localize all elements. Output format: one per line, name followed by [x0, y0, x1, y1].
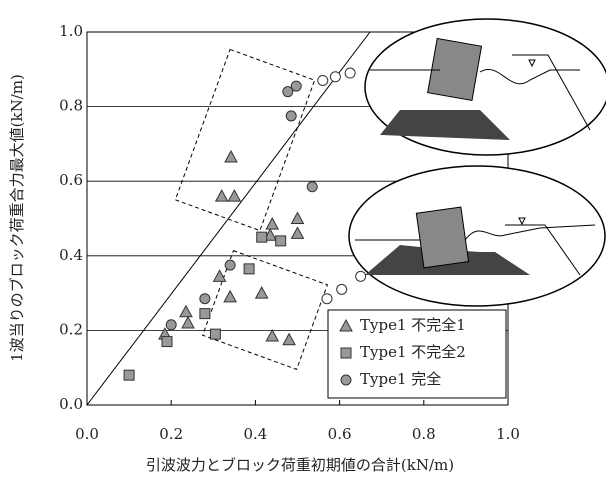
legend — [327, 309, 507, 399]
x-tick-label: 0.4 — [243, 425, 267, 443]
triangle-marker — [265, 217, 280, 230]
circle-marker — [317, 74, 329, 86]
legend-label: Type1 不完全1 — [360, 316, 466, 334]
y-tick-label: 1.0 — [59, 22, 83, 40]
reference-line — [86, 31, 371, 406]
circle-marker — [321, 293, 333, 305]
inset-upper — [364, 18, 606, 156]
dashed-box — [174, 48, 316, 232]
y-tick-label: 0.2 — [59, 320, 83, 338]
triangle-marker — [223, 289, 237, 303]
circle-marker — [199, 293, 211, 305]
circle-marker — [224, 259, 236, 271]
square-marker — [161, 336, 173, 348]
legend-label: Type1 不完全2 — [360, 343, 466, 361]
y-tick-label: 0.4 — [59, 246, 83, 264]
triangle-marker — [254, 286, 269, 299]
x-tick-label: 0.8 — [412, 425, 436, 443]
circle-marker — [306, 181, 318, 193]
y-tick-label: 0.8 — [59, 97, 83, 115]
y-axis-label: 1波当りのブロック荷重合力最大値(kN/m) — [8, 74, 26, 362]
triangle-marker — [212, 269, 227, 282]
triangle-marker — [265, 328, 280, 342]
inset-lower — [348, 165, 606, 307]
x-axis-label: 引波波力とブロック荷重初期値の合計(kN/m) — [146, 456, 454, 474]
triangle-marker — [179, 304, 193, 318]
circle-marker — [165, 319, 177, 331]
x-tick-label: 1.0 — [496, 425, 520, 443]
dashed-box — [201, 249, 329, 371]
triangle-marker — [181, 315, 195, 329]
x-tick-label: 0.6 — [328, 425, 352, 443]
circle-marker — [285, 110, 297, 122]
square-marker — [243, 263, 255, 275]
square-marker — [199, 308, 211, 320]
square-marker — [256, 231, 268, 243]
x-tick-label: 0.0 — [75, 425, 99, 443]
circle-marker — [355, 270, 367, 282]
circle-marker — [282, 86, 294, 98]
square-marker — [123, 369, 135, 381]
triangle-marker — [227, 189, 242, 202]
square-marker — [340, 347, 352, 359]
triangle-marker — [339, 318, 353, 332]
triangle-marker — [290, 226, 305, 239]
circle-marker — [336, 283, 348, 295]
triangle-marker — [282, 332, 296, 346]
circle-marker — [290, 80, 302, 92]
y-tick-label: 0.6 — [59, 171, 83, 189]
y-tick-label: 0.0 — [59, 395, 83, 413]
circle-marker — [340, 374, 352, 386]
legend-label: Type1 完全 — [360, 370, 441, 388]
square-marker — [209, 328, 221, 340]
triangle-marker — [290, 211, 305, 224]
triangle-marker — [224, 149, 238, 163]
x-tick-label: 0.2 — [159, 425, 183, 443]
triangle-marker — [214, 189, 229, 202]
circle-marker — [329, 71, 341, 83]
square-marker — [275, 235, 287, 247]
circle-marker — [344, 67, 356, 79]
